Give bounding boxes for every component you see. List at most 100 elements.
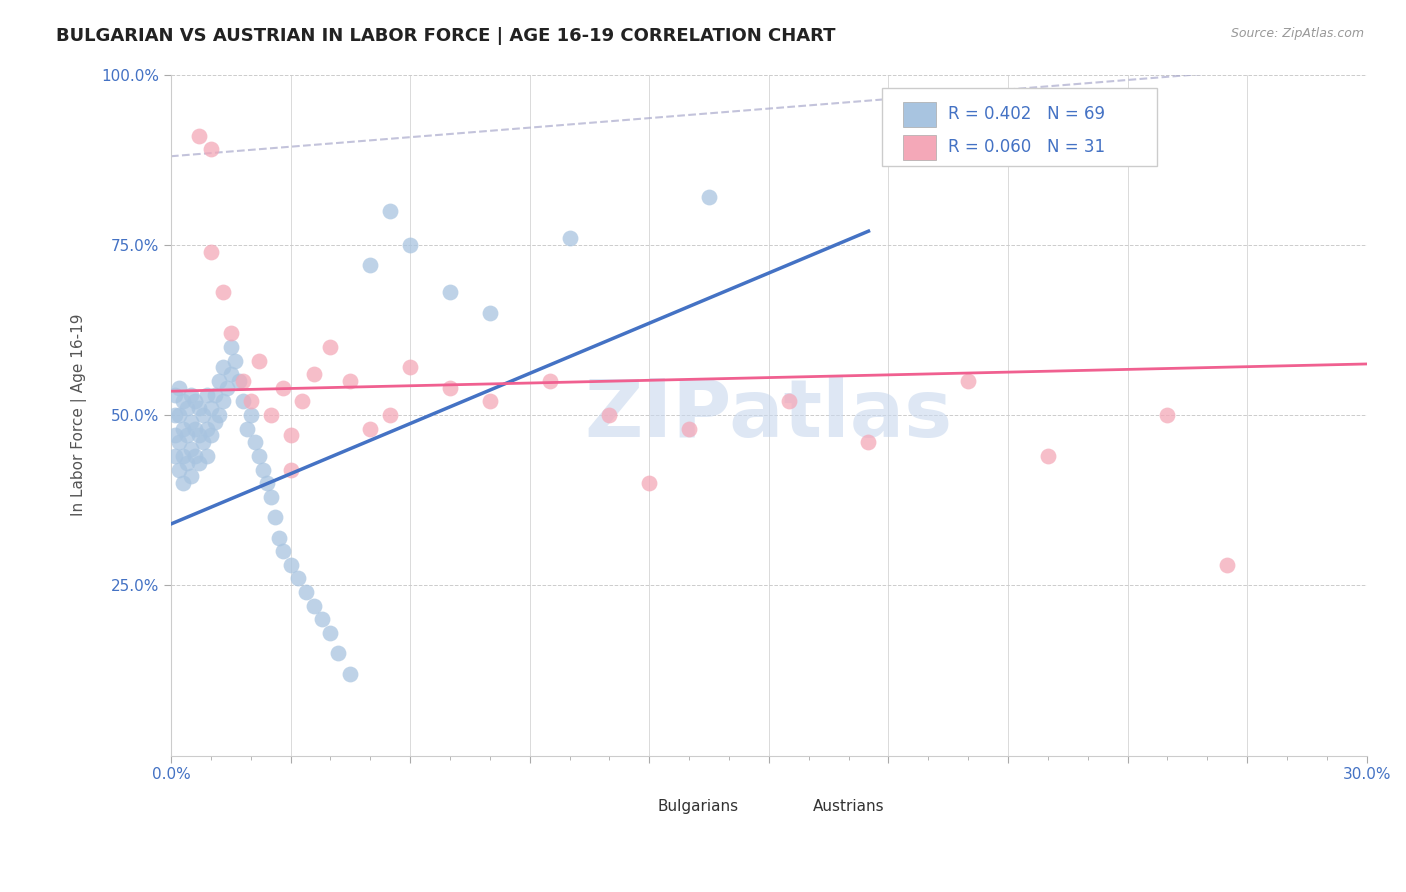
- Text: BULGARIAN VS AUSTRIAN IN LABOR FORCE | AGE 16-19 CORRELATION CHART: BULGARIAN VS AUSTRIAN IN LABOR FORCE | A…: [56, 27, 835, 45]
- Point: [271, 544, 294, 558]
- Point: [1216, 558, 1239, 572]
- Point: [399, 360, 422, 375]
- Point: [280, 462, 302, 476]
- Text: Bulgarians: Bulgarians: [658, 799, 738, 814]
- Point: [187, 128, 209, 143]
- Bar: [780, 797, 807, 816]
- Point: [256, 476, 278, 491]
- Point: [478, 306, 501, 320]
- Bar: [626, 797, 651, 816]
- Text: R = 0.402   N = 69: R = 0.402 N = 69: [948, 105, 1105, 123]
- Point: [359, 258, 381, 272]
- Point: [176, 428, 198, 442]
- Point: [319, 626, 342, 640]
- Bar: [903, 102, 936, 127]
- Point: [538, 374, 561, 388]
- Point: [187, 428, 209, 442]
- Point: [211, 285, 233, 300]
- Point: [167, 408, 190, 422]
- Point: [439, 381, 461, 395]
- Point: [304, 367, 326, 381]
- Point: [267, 531, 290, 545]
- Point: [858, 435, 880, 450]
- Point: [176, 456, 198, 470]
- Point: [211, 360, 233, 375]
- Point: [232, 374, 254, 388]
- Point: [224, 353, 246, 368]
- Point: [239, 408, 262, 422]
- Point: [1156, 408, 1178, 422]
- Point: [172, 449, 194, 463]
- Point: [204, 415, 226, 429]
- Point: [200, 244, 222, 259]
- Point: [280, 428, 302, 442]
- Point: [252, 462, 274, 476]
- Text: ZIPatlas: ZIPatlas: [585, 376, 953, 454]
- Point: [163, 387, 186, 401]
- Point: [195, 422, 218, 436]
- Point: [295, 585, 318, 599]
- Point: [271, 381, 294, 395]
- Point: [219, 340, 242, 354]
- Point: [328, 647, 350, 661]
- FancyBboxPatch shape: [883, 88, 1157, 167]
- Point: [235, 422, 257, 436]
- Point: [163, 449, 186, 463]
- Point: [957, 374, 980, 388]
- Point: [399, 237, 422, 252]
- Text: Austrians: Austrians: [813, 799, 884, 814]
- Point: [172, 422, 194, 436]
- Point: [180, 442, 202, 456]
- Point: [163, 428, 186, 442]
- Point: [191, 408, 214, 422]
- Point: [228, 374, 250, 388]
- Point: [678, 422, 700, 436]
- Point: [200, 428, 222, 442]
- Point: [339, 374, 361, 388]
- Point: [697, 190, 720, 204]
- Point: [247, 353, 270, 368]
- Point: [778, 394, 800, 409]
- Point: [204, 387, 226, 401]
- Point: [259, 408, 281, 422]
- Bar: [903, 135, 936, 160]
- Point: [311, 612, 333, 626]
- Point: [598, 408, 620, 422]
- Point: [380, 203, 402, 218]
- Point: [280, 558, 302, 572]
- Point: [243, 435, 266, 450]
- Point: [263, 510, 285, 524]
- Point: [180, 415, 202, 429]
- Point: [191, 435, 214, 450]
- Point: [380, 408, 402, 422]
- Point: [184, 422, 207, 436]
- Point: [439, 285, 461, 300]
- Point: [638, 476, 661, 491]
- Point: [287, 572, 309, 586]
- Point: [558, 231, 581, 245]
- Point: [291, 394, 314, 409]
- Text: R = 0.060   N = 31: R = 0.060 N = 31: [948, 138, 1105, 156]
- Point: [211, 394, 233, 409]
- Point: [359, 422, 381, 436]
- Point: [1036, 449, 1059, 463]
- Point: [208, 374, 231, 388]
- Point: [200, 143, 222, 157]
- Point: [167, 435, 190, 450]
- Point: [200, 401, 222, 416]
- Point: [180, 469, 202, 483]
- Point: [195, 387, 218, 401]
- Point: [215, 381, 238, 395]
- Point: [195, 449, 218, 463]
- Point: [304, 599, 326, 613]
- Point: [232, 394, 254, 409]
- Point: [176, 401, 198, 416]
- Point: [167, 381, 190, 395]
- Point: [339, 666, 361, 681]
- Point: [172, 394, 194, 409]
- Point: [239, 394, 262, 409]
- Point: [163, 408, 186, 422]
- Point: [478, 394, 501, 409]
- Point: [172, 476, 194, 491]
- Point: [187, 456, 209, 470]
